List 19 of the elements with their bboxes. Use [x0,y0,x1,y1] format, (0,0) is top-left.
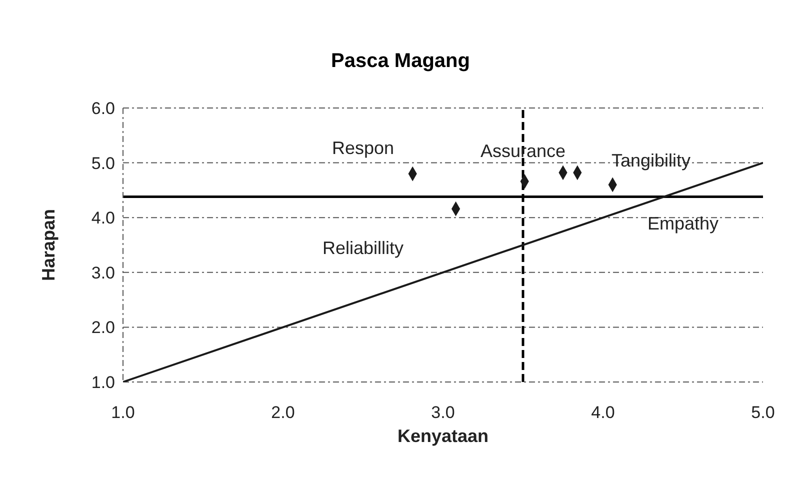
x-tick-label: 3.0 [431,403,455,422]
y-tick-label: 2.0 [91,318,115,338]
x-tick-label: 2.0 [271,403,295,422]
x-axis-title: Kenyataan [397,426,489,446]
x-tick-label: 1.0 [111,403,135,422]
y-axis-title: Harapan [38,208,58,282]
annotation: Empathy [647,213,719,234]
y-tick-label: 5.0 [91,154,115,173]
annotation: Reliabillity [322,238,404,258]
annotation: Respon [332,138,394,158]
chart-title: Pasca Magang [330,50,471,73]
y-tick-label: 1.0 [91,373,115,392]
x-tick-label: 5.0 [751,403,775,422]
y-tick-label: 4.0 [91,208,115,228]
y-tick-label: 6.0 [91,99,115,118]
y-tick-label: 3.0 [91,263,115,282]
annotation: Assurance [480,141,566,162]
annotation: Tangibility [611,150,691,170]
x-tick-label: 4.0 [591,403,615,422]
